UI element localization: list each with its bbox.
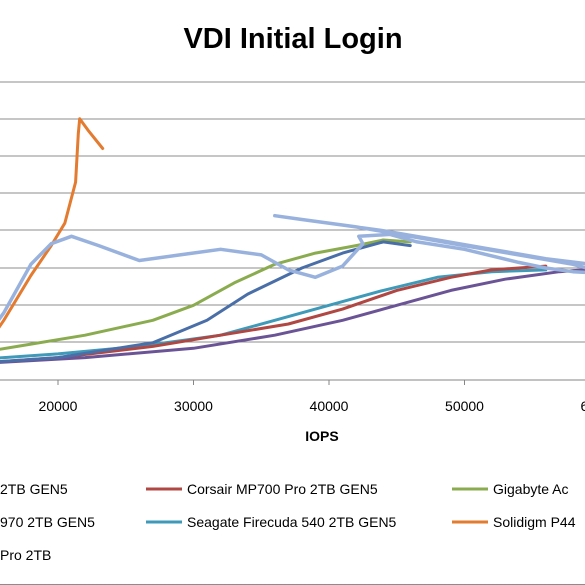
series-line-6	[0, 213, 585, 322]
series-line-3	[0, 268, 585, 364]
legend-entry: Seagate Firecuda 540 2TB GEN5	[146, 514, 397, 530]
x-tick-label: 40000	[310, 398, 349, 414]
x-axis-title: IOPS	[305, 428, 338, 444]
legend-entry: Corsair MP700 Pro 2TB GEN5	[146, 481, 378, 497]
legend-entry: Pro 2TB	[0, 547, 51, 563]
x-tick-label: 20000	[39, 398, 78, 414]
legend-entry: Gigabyte Ac	[452, 481, 569, 497]
series-line-2	[0, 238, 412, 351]
chart-title: VDI Initial Login	[183, 23, 402, 55]
legend-entry: 2TB GEN5	[0, 481, 68, 497]
x-axis: 20000 30000 40000 50000 60000	[39, 380, 585, 414]
legend-entry: Solidigm P44	[452, 514, 576, 530]
legend-label: 970 2TB GEN5	[0, 514, 95, 530]
legend-label: Seagate Firecuda 540 2TB GEN5	[187, 514, 397, 530]
legend-label: Corsair MP700 Pro 2TB GEN5	[187, 481, 378, 497]
legend-label: Pro 2TB	[0, 547, 51, 563]
x-tick-label: 50000	[445, 398, 484, 414]
legend-entry: 970 2TB GEN5	[0, 514, 95, 530]
x-tick-label: 30000	[174, 398, 213, 414]
series-line-0	[0, 240, 412, 364]
series-line-5	[0, 117, 105, 329]
x-tick-label: 60000	[581, 398, 585, 414]
legend-label: Solidigm P44	[493, 514, 576, 530]
legend-label: Gigabyte Ac	[493, 481, 569, 497]
series-lines	[0, 117, 585, 364]
legend-label: 2TB GEN5	[0, 481, 68, 497]
series-line-1	[0, 264, 548, 364]
gridlines	[0, 81, 585, 381]
legend: 2TB GEN5 Corsair MP700 Pro 2TB GEN5 Gigaby…	[0, 481, 576, 563]
